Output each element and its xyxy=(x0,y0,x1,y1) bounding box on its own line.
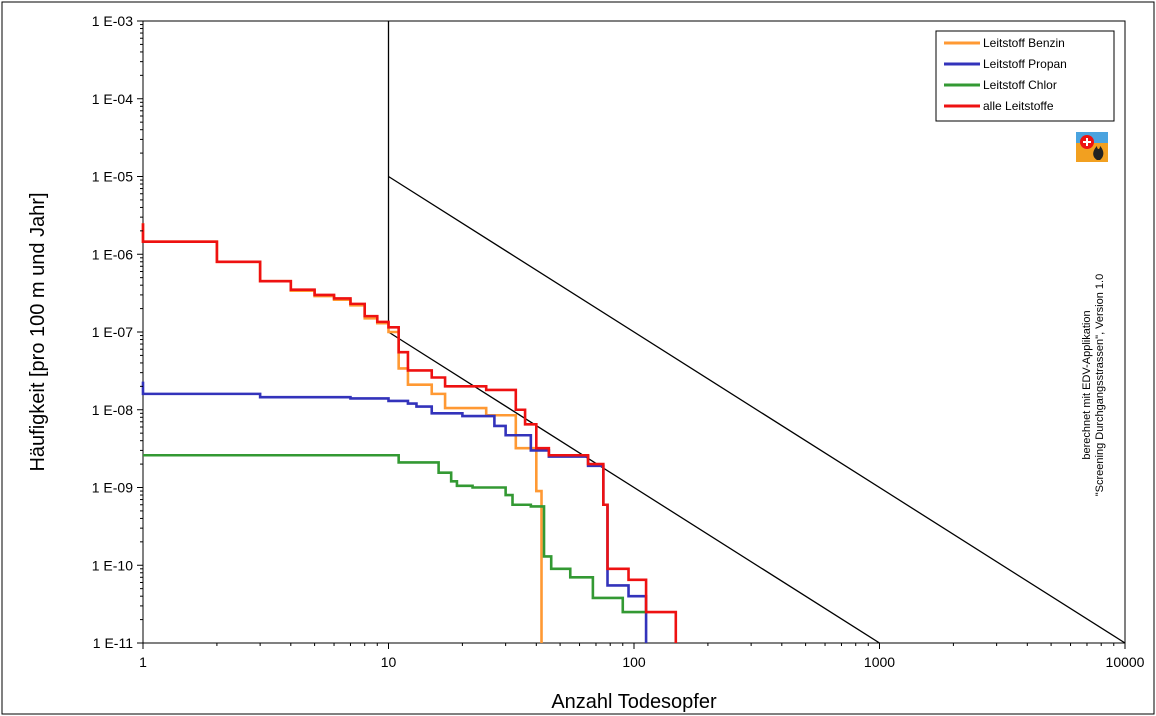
annotation: berechnet mit EDV-Applikation "Screening… xyxy=(1081,274,1106,496)
reference-line xyxy=(388,175,1126,644)
x-axis-ticks: 1 10 100 1000 10000 xyxy=(139,643,1145,670)
y-tick-label: 1 E-07 xyxy=(92,324,133,340)
x-tick-label: 10000 xyxy=(1106,654,1145,670)
y-tick-label: 1 E-10 xyxy=(92,557,133,573)
legend-items: Leitstoff Benzin Leitstoff Propan Leitstof… xyxy=(944,36,1067,113)
legend-label: Leitstoff Benzin xyxy=(983,36,1065,50)
x-axis-title: Anzahl Todesopfer xyxy=(551,691,717,713)
y-tick-label: 1 E-04 xyxy=(92,91,133,107)
y-tick-label: 1 E-06 xyxy=(92,246,133,262)
annotation-line-1: berechnet mit EDV-Applikation xyxy=(1081,310,1093,459)
swiss-flame-logo-icon xyxy=(1076,132,1108,162)
y-tick-label: 1 E-11 xyxy=(93,635,133,651)
y-tick-label: 1 E-05 xyxy=(92,169,133,185)
y-axis-title: Häufigkeit [pro 100 m und Jahr] xyxy=(27,192,49,471)
y-axis-ticks: 1 E-03 1 E-04 1 E-05 1 E-06 1 E-07 1 E-08 1 E-… xyxy=(92,13,143,651)
series-group xyxy=(141,223,678,643)
legend-label: Leitstoff Chlor xyxy=(983,78,1057,92)
reference-lines xyxy=(387,21,1126,644)
legend-label: Leitstoff Propan xyxy=(983,57,1067,71)
y-tick-label: 1 E-09 xyxy=(92,480,133,496)
annotation-line-2: "Screening Durchgangsstrassen", Version … xyxy=(1094,274,1106,496)
legend: Leitstoff Benzin Leitstoff Propan Leitstof… xyxy=(935,30,1115,122)
x-tick-label: 10 xyxy=(381,654,397,670)
y-tick-label: 1 E-03 xyxy=(92,13,133,29)
series-line xyxy=(143,453,647,614)
legend-label: alle Leitstoffe xyxy=(983,99,1054,113)
reference-line xyxy=(388,331,880,644)
series-line xyxy=(141,223,678,643)
x-tick-label: 100 xyxy=(622,654,646,670)
y-tick-label: 1 E-08 xyxy=(92,402,133,418)
x-tick-label: 1 xyxy=(139,654,147,670)
x-tick-label: 1000 xyxy=(864,654,895,670)
